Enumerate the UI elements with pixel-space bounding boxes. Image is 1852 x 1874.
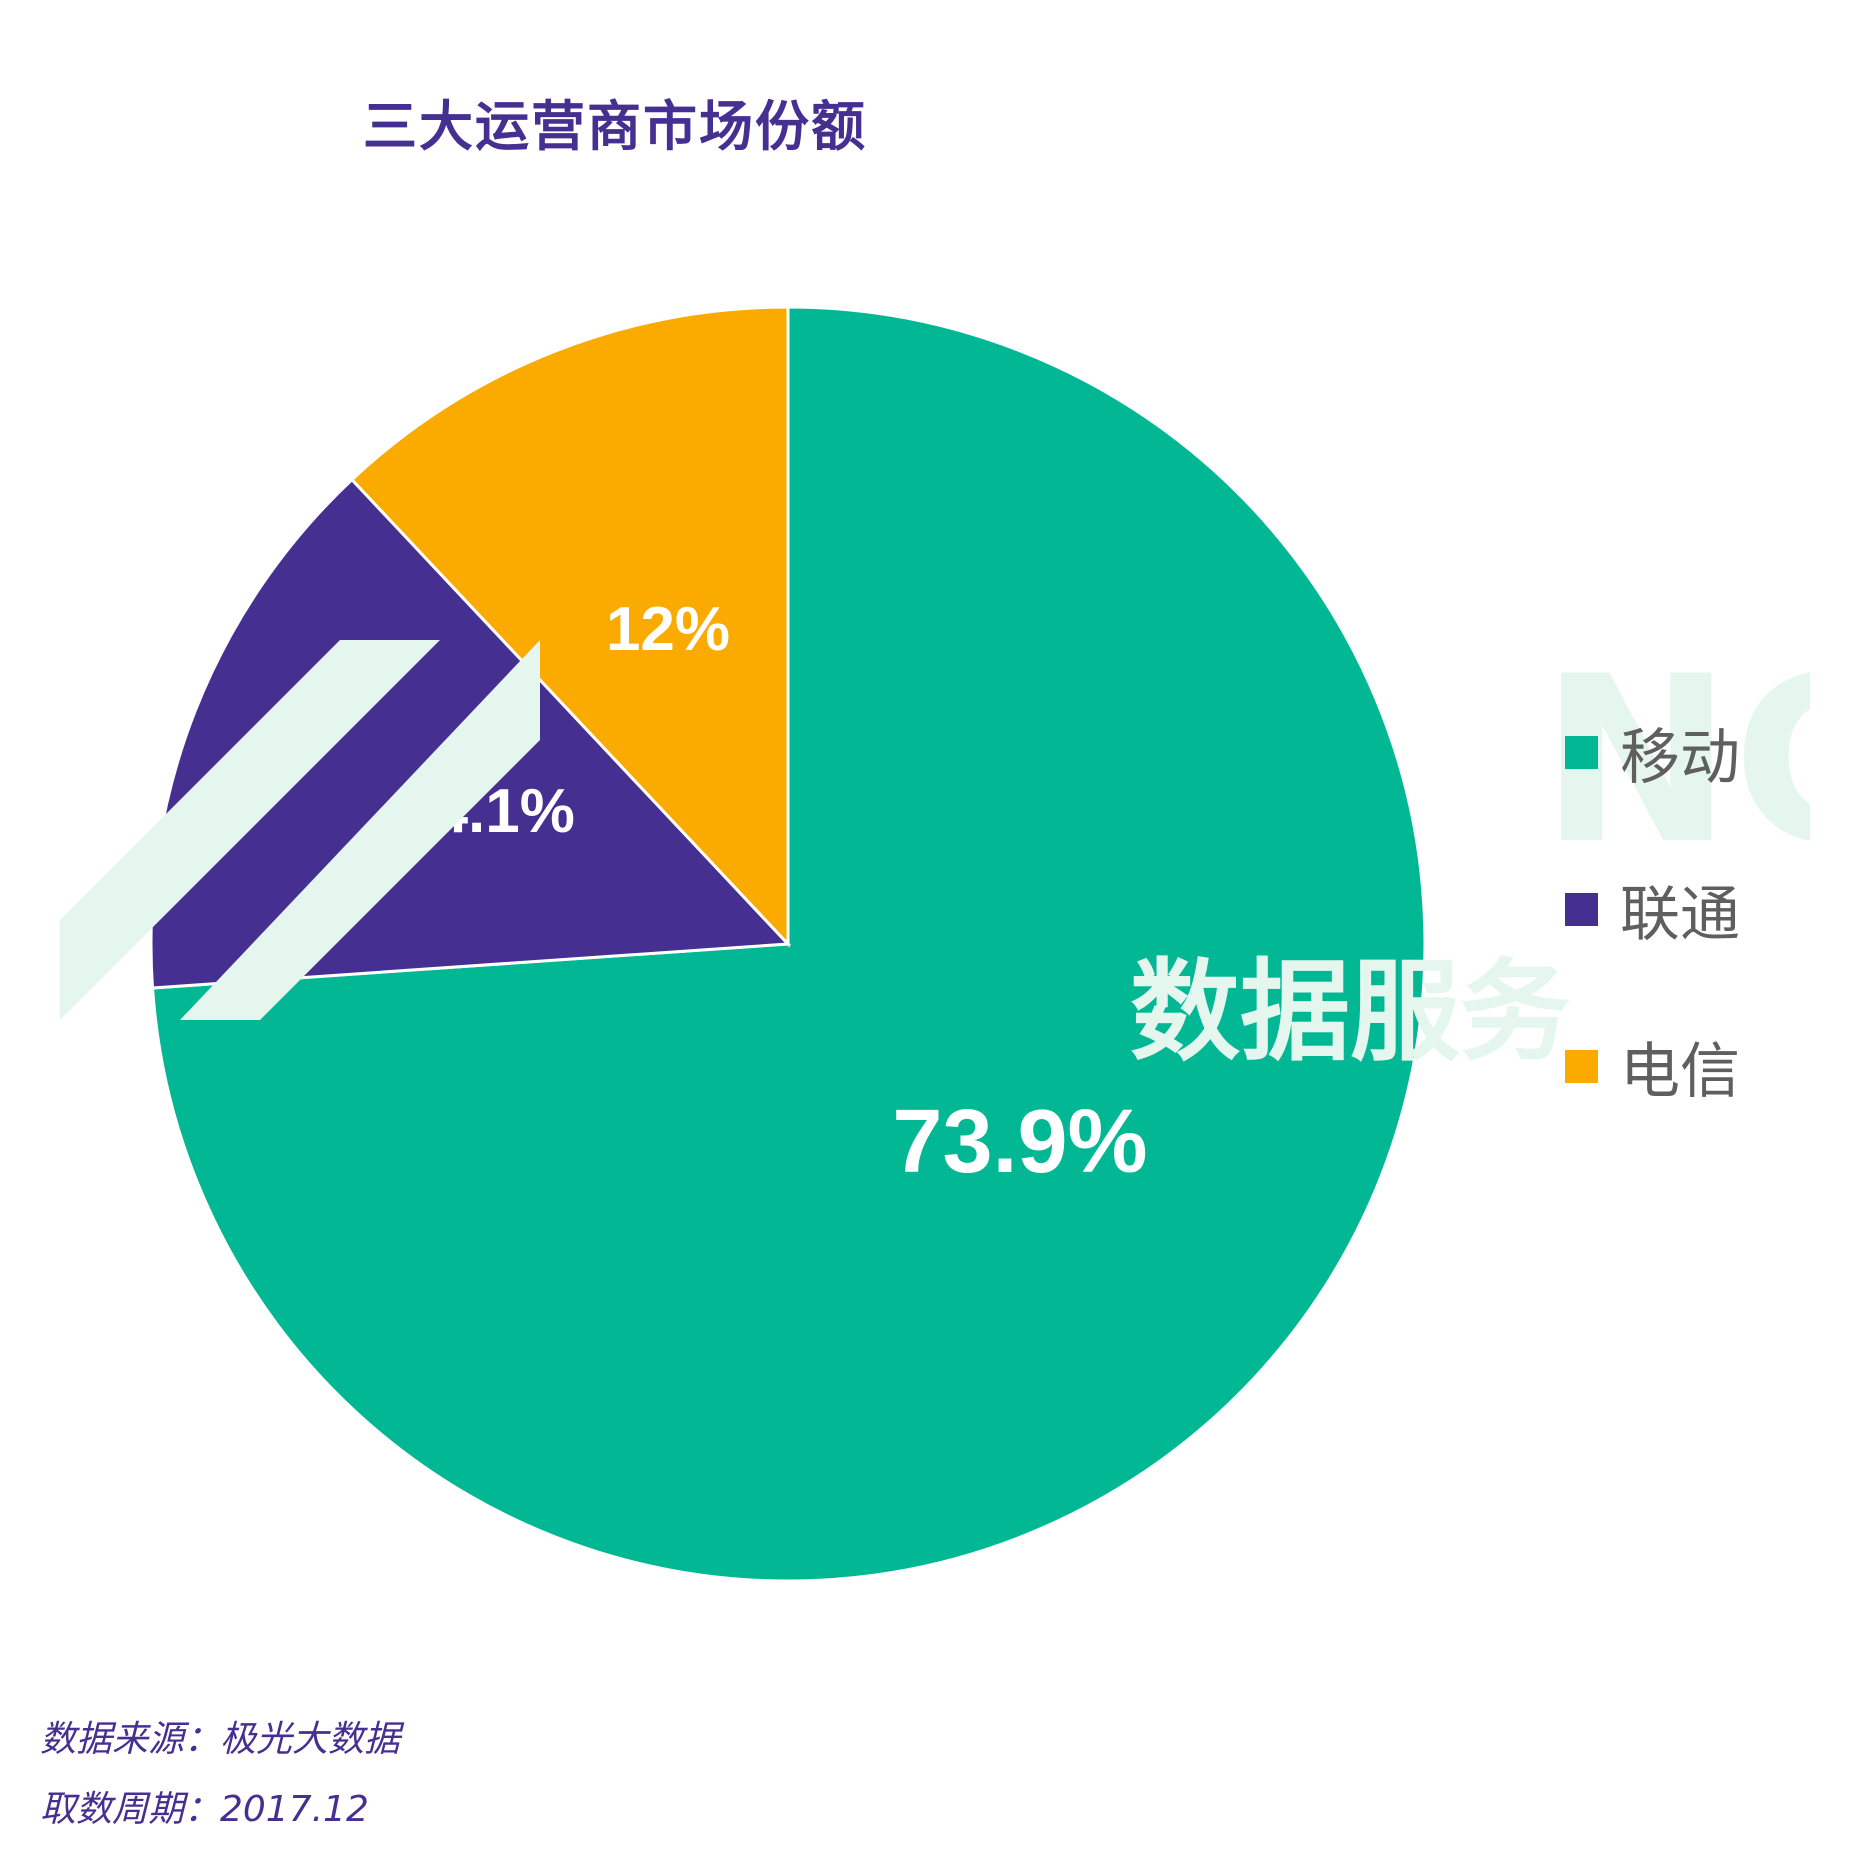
data-period-note: 取数周期：2017.12: [40, 1789, 369, 1830]
legend-item-telecom: 电信: [1565, 1026, 1740, 1107]
legend-item-mobile: 移动: [1565, 712, 1740, 793]
legend-label-mobile: 移动: [1620, 722, 1740, 793]
slice-label-telecom: 12%: [606, 595, 730, 664]
slice-label-mobile: 73.9%: [892, 1092, 1147, 1192]
data-source-note: 数据来源：极光大数据: [40, 1719, 401, 1760]
slice-label-unicom: 14.1%: [399, 777, 575, 846]
chart-legend: 移动 联通 电信: [1565, 712, 1740, 1183]
legend-item-unicom: 联通: [1565, 869, 1740, 950]
legend-label-telecom: 电信: [1620, 1036, 1740, 1107]
pie-slice-telecom: [349, 305, 790, 948]
legend-swatch-telecom: [1565, 1049, 1598, 1083]
chart-title: 三大运营商市场份额: [363, 95, 867, 158]
legend-swatch-mobile: [1565, 735, 1598, 769]
legend-swatch-unicom: [1565, 892, 1598, 926]
legend-label-unicom: 联通: [1620, 879, 1740, 950]
